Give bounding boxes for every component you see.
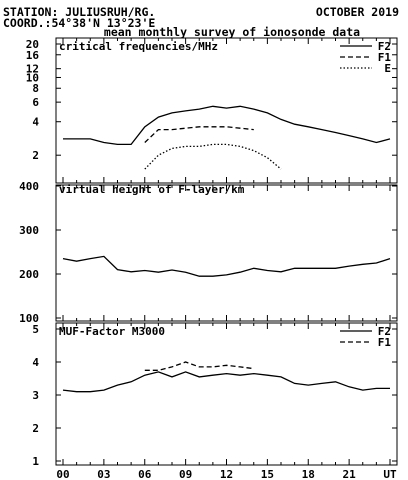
y-tick-label: 2 xyxy=(32,149,39,162)
y-tick-label: 4 xyxy=(32,116,39,129)
panel-title: MUF-Factor M3000 xyxy=(59,325,165,338)
x-tick-label: 06 xyxy=(138,468,152,480)
y-tick-label: 5 xyxy=(32,323,39,336)
virtual-height-panel: virtual height of F-layer/km 100 200 300 40… xyxy=(19,180,398,325)
y-tick-label: 2 xyxy=(32,422,39,435)
x-tick-label: UT xyxy=(383,468,397,480)
legend-label-f1: F1 xyxy=(378,51,392,64)
x-tick-label: 12 xyxy=(220,468,233,480)
series-line-f1 xyxy=(144,361,254,371)
legend-label-f2: F2 xyxy=(378,325,391,338)
series-line-hf xyxy=(62,255,391,277)
panel-title: virtual height of F-layer/km xyxy=(59,183,245,196)
y-tick-label: 400 xyxy=(19,180,39,193)
date-label: OCTOBER 2019 xyxy=(316,5,399,19)
y-tick-label: 1 xyxy=(32,455,39,468)
series-line-f2 xyxy=(62,371,390,393)
series-line-e xyxy=(144,143,282,170)
y-tick-label: 6 xyxy=(32,96,39,109)
panel-title: critical frequencies/MHz xyxy=(59,40,218,53)
coord-label: COORD.:54°38'N 13°23'E xyxy=(3,16,155,30)
series-line-f2 xyxy=(63,105,391,146)
y-tick-label: 20 xyxy=(26,38,39,51)
x-tick-label: 21 xyxy=(343,468,357,480)
x-tick-label: 18 xyxy=(302,468,315,480)
y-tick-label: 300 xyxy=(19,224,39,237)
x-tick-label: 03 xyxy=(97,468,110,480)
legend-label-f2: F2 xyxy=(378,40,391,53)
y-tick-label: 3 xyxy=(32,389,39,402)
legend-label-f1: F1 xyxy=(378,336,392,349)
y-tick-label: 100 xyxy=(19,312,39,325)
x-tick-label: 09 xyxy=(179,468,192,480)
legend-label-e: E xyxy=(384,62,391,75)
panel-frame xyxy=(55,184,398,322)
station-label: STATION: JULIUSRUH/RG. xyxy=(3,5,155,19)
y-tick-label: 10 xyxy=(26,71,39,84)
x-tick-label: 15 xyxy=(261,468,274,480)
figure-subtitle: mean monthly survey of ionosonde data xyxy=(104,25,360,39)
x-axis-labels: 00 03 06 09 12 15 18 21 UT xyxy=(56,468,397,480)
y-tick-label: 16 xyxy=(26,49,40,62)
y-tick-label: 200 xyxy=(19,268,39,281)
series-line-f1 xyxy=(144,126,254,143)
x-tick-label: 00 xyxy=(56,468,69,480)
panel-frame xyxy=(55,322,398,466)
panel-frame xyxy=(55,37,398,184)
y-tick-label: 8 xyxy=(32,82,39,95)
y-tick-label: 4 xyxy=(32,356,39,369)
y-tick-label: 12 xyxy=(26,63,39,76)
